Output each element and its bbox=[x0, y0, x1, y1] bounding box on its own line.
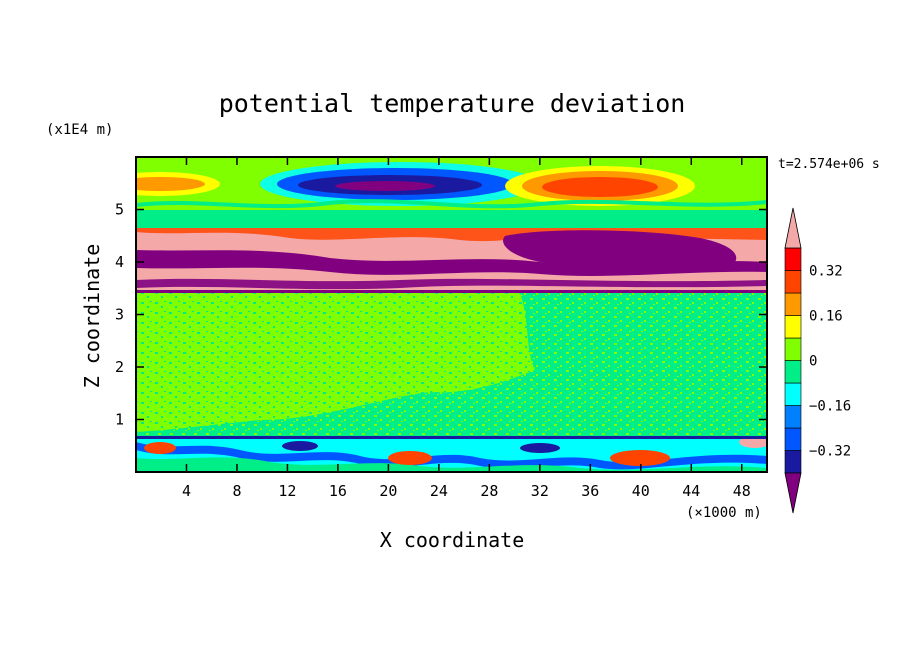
y-tick-label: 1 bbox=[115, 411, 124, 429]
y-unit-label: (x1E4 m) bbox=[46, 122, 113, 138]
x-tick-label: 48 bbox=[733, 482, 751, 500]
band-negative-patch bbox=[503, 230, 737, 270]
x-axis-label: X coordinate bbox=[380, 528, 525, 552]
upper-negative-center bbox=[335, 181, 435, 191]
colorbar-tick-label: 0.32 bbox=[809, 264, 843, 280]
heatmap-field bbox=[136, 157, 767, 472]
lower-positive-1 bbox=[144, 442, 176, 454]
x-tick-label: 28 bbox=[480, 482, 498, 500]
lower-band-2 bbox=[136, 457, 767, 472]
x-tick-label: 36 bbox=[581, 482, 599, 500]
x-tick-label: 16 bbox=[329, 482, 347, 500]
colorbar-tick-label: 0 bbox=[809, 354, 817, 370]
y-tick-label: 4 bbox=[115, 253, 124, 271]
colorbar-tick-label: −0.16 bbox=[809, 399, 851, 415]
lower-band-1 bbox=[136, 442, 767, 470]
colorbar-swatch bbox=[784, 337, 802, 361]
x-tick-label: 8 bbox=[232, 482, 241, 500]
time-label: t=2.574e+06 s bbox=[778, 157, 880, 172]
x-tick-label: 4 bbox=[182, 482, 191, 500]
colorbar: 0.32 0.16 0 −0.16 −0.32 bbox=[784, 207, 851, 514]
colorbar-swatch bbox=[784, 405, 802, 429]
x-tick-label: 24 bbox=[430, 482, 448, 500]
chart-title: potential temperature deviation bbox=[219, 89, 686, 118]
colorbar-tick-label: 0.16 bbox=[809, 309, 843, 325]
colorbar-swatch bbox=[784, 315, 802, 339]
y-tick-label: 3 bbox=[115, 306, 124, 324]
colorbar-tick-label: −0.32 bbox=[809, 444, 851, 460]
colorbar-over-arrow bbox=[784, 207, 802, 249]
x-tick-label: 44 bbox=[682, 482, 700, 500]
x-tick-label: 40 bbox=[632, 482, 650, 500]
colorbar-swatch bbox=[784, 270, 802, 294]
upper-positive-core bbox=[542, 177, 658, 197]
x-axis: 4 8 12 16 20 24 28 32 36 40 44 48 bbox=[182, 157, 751, 500]
lower-negative-2 bbox=[520, 443, 560, 453]
band-negative-layer bbox=[136, 250, 767, 276]
colorbar-swatch bbox=[784, 360, 802, 384]
lower-positive-2 bbox=[388, 451, 432, 465]
colorbar-swatch bbox=[784, 382, 802, 406]
lower-positive-4 bbox=[739, 436, 767, 448]
x-tick-label: 20 bbox=[379, 482, 397, 500]
y-tick-label: 5 bbox=[115, 201, 124, 219]
mid-layer-left bbox=[136, 293, 535, 432]
upper-wave bbox=[136, 199, 767, 209]
y-axis-label: Z coordinate bbox=[80, 244, 104, 389]
x-unit-label: (×1000 m) bbox=[686, 505, 762, 521]
band-lower-stripe bbox=[136, 278, 767, 290]
x-tick-label: 12 bbox=[278, 482, 296, 500]
upper-left-positive-core bbox=[136, 177, 205, 191]
colorbar-swatch bbox=[784, 450, 802, 474]
band-bottom-edge bbox=[136, 290, 767, 293]
colorbar-under-arrow bbox=[784, 472, 802, 514]
colorbar-swatch bbox=[784, 292, 802, 316]
colorbar-swatch bbox=[784, 427, 802, 451]
colorbar-swatch bbox=[784, 247, 802, 271]
y-axis: 1 2 3 4 5 bbox=[115, 201, 767, 429]
y-tick-label: 2 bbox=[115, 358, 124, 376]
lower-positive-3 bbox=[610, 450, 670, 466]
lower-top-edge bbox=[136, 436, 767, 439]
x-tick-label: 32 bbox=[531, 482, 549, 500]
lower-negative-1 bbox=[282, 441, 318, 451]
